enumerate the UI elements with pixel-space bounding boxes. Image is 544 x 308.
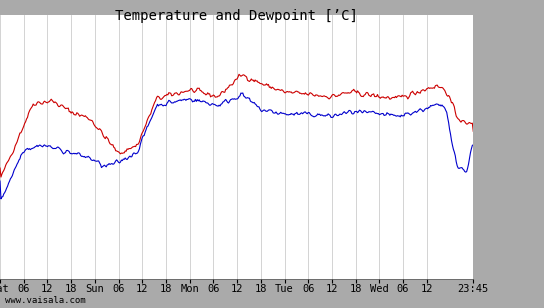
Text: Temperature and Dewpoint [’C]: Temperature and Dewpoint [’C] <box>115 9 358 23</box>
Text: www.vaisala.com: www.vaisala.com <box>5 296 86 305</box>
